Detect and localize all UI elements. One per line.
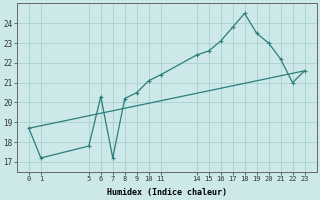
- X-axis label: Humidex (Indice chaleur): Humidex (Indice chaleur): [107, 188, 227, 197]
